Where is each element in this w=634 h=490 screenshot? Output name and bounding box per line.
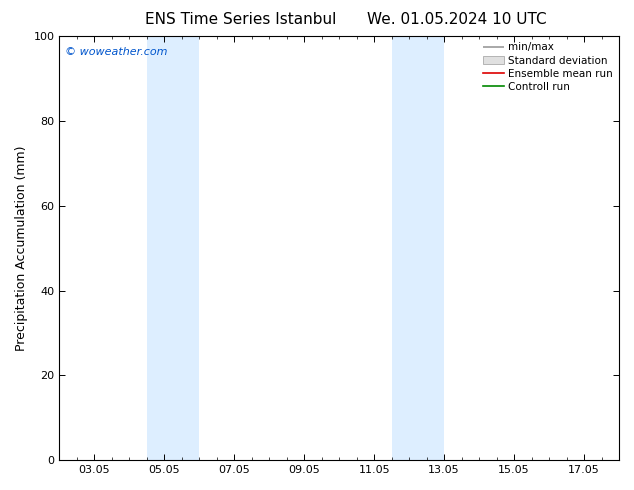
Text: We. 01.05.2024 10 UTC: We. 01.05.2024 10 UTC [366,12,547,27]
Text: © woweather.com: © woweather.com [65,47,167,57]
Y-axis label: Precipitation Accumulation (mm): Precipitation Accumulation (mm) [15,146,28,351]
Text: ENS Time Series Istanbul: ENS Time Series Istanbul [145,12,337,27]
Legend: min/max, Standard deviation, Ensemble mean run, Controll run: min/max, Standard deviation, Ensemble me… [479,38,617,96]
Bar [392,36,444,460]
Bar [147,36,199,460]
